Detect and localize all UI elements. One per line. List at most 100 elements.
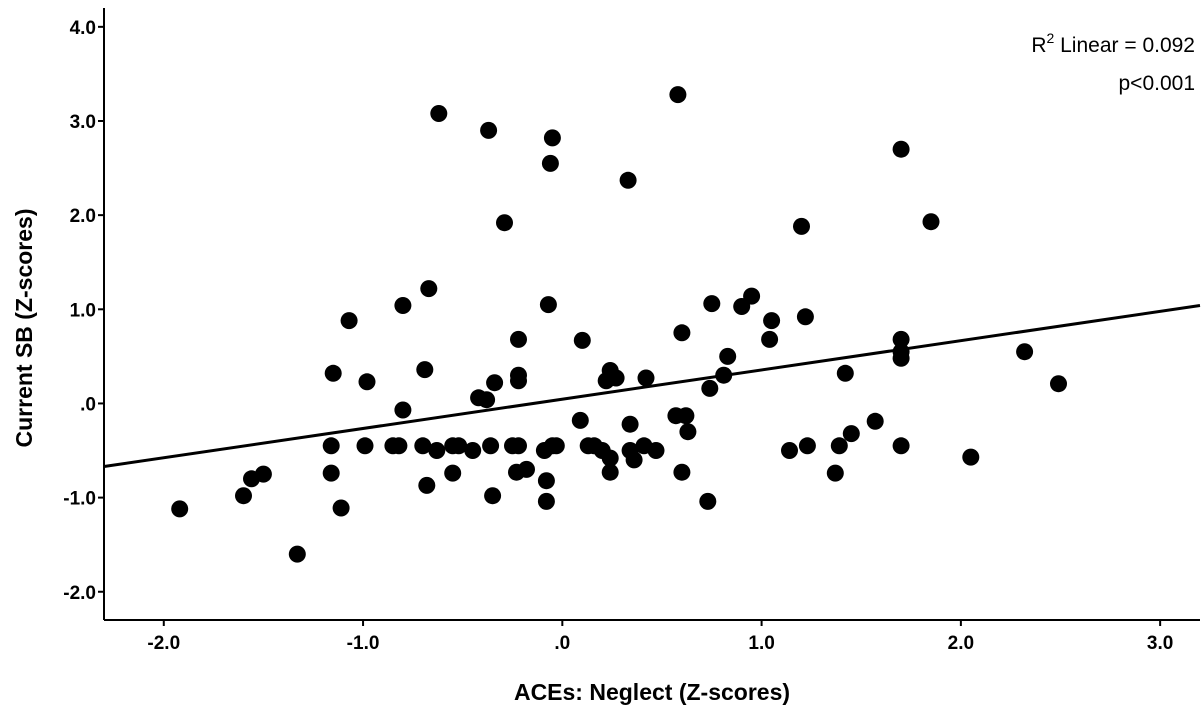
data-point <box>288 545 306 563</box>
data-point <box>390 437 408 455</box>
plot-marks <box>171 86 1067 563</box>
data-point <box>356 437 374 455</box>
data-point <box>394 401 412 419</box>
data-point <box>703 295 721 313</box>
data-point <box>669 86 687 104</box>
data-point <box>416 361 434 379</box>
data-point <box>420 280 438 298</box>
data-point <box>673 463 691 481</box>
y-axis-title: Current SB (Z-scores) <box>11 209 37 448</box>
data-point <box>866 412 884 430</box>
data-point <box>414 437 432 455</box>
data-point <box>482 437 500 455</box>
data-point <box>510 372 527 390</box>
p-value-annotation: p<0.001 <box>1119 72 1196 95</box>
data-point <box>571 411 589 429</box>
data-point <box>922 213 940 231</box>
data-point <box>781 442 798 459</box>
x-tick-label: -1.0 <box>347 633 380 654</box>
data-point <box>478 391 496 409</box>
data-point <box>836 364 854 382</box>
data-point <box>322 437 340 455</box>
data-point <box>541 154 559 172</box>
linear-fit-line <box>103 304 1201 469</box>
data-point <box>601 463 619 481</box>
data-point <box>480 121 498 139</box>
r-squared-annotation: R2 Linear = 0.092 <box>1031 30 1195 57</box>
data-point <box>464 442 482 459</box>
data-point <box>340 312 358 330</box>
y-tick-label: -1.0 <box>63 489 96 510</box>
data-point <box>235 487 252 505</box>
y-tick-label: .0 <box>80 394 96 415</box>
data-point <box>547 437 565 455</box>
data-point <box>763 312 781 330</box>
data-point <box>430 105 448 122</box>
data-point <box>677 407 695 425</box>
data-point <box>428 442 446 459</box>
data-point <box>510 437 527 455</box>
data-point <box>892 437 910 455</box>
data-point <box>637 369 655 387</box>
data-point <box>1016 343 1034 361</box>
data-point <box>450 437 468 455</box>
data-point <box>842 425 860 443</box>
data-point <box>394 297 412 314</box>
data-point <box>962 448 980 466</box>
data-point <box>518 460 535 478</box>
data-point <box>673 324 691 342</box>
x-axis-title: ACEs: Neglect (Z-scores) <box>514 679 790 705</box>
data-point <box>798 437 816 455</box>
data-point <box>733 298 751 315</box>
data-point <box>619 171 637 189</box>
data-point <box>254 465 272 483</box>
data-point <box>510 330 527 348</box>
data-point <box>830 437 848 455</box>
y-axis-ticks: -2.0 -1.0 .0 1.0 2.0 3.0 4.0 <box>63 18 104 604</box>
data-point <box>537 492 555 510</box>
data-point <box>444 464 462 482</box>
data-point <box>484 487 502 505</box>
data-point <box>892 140 910 158</box>
data-point <box>171 500 189 518</box>
data-point <box>625 451 643 469</box>
data-point <box>793 217 810 235</box>
data-point <box>826 464 844 482</box>
data-point <box>486 374 504 392</box>
data-point <box>418 476 436 494</box>
data-point <box>761 330 779 348</box>
x-tick-label: 3.0 <box>1147 633 1173 654</box>
data-point <box>539 296 557 314</box>
data-point <box>621 415 639 433</box>
data-point <box>537 472 555 490</box>
data-point <box>496 214 513 232</box>
y-tick-label: 4.0 <box>70 18 96 39</box>
data-point <box>601 449 619 467</box>
data-point <box>358 373 376 391</box>
data-point <box>892 330 910 348</box>
data-point <box>892 349 910 367</box>
y-tick-label: 1.0 <box>70 300 96 321</box>
data-point <box>607 369 625 387</box>
data-point <box>573 331 591 349</box>
data-point <box>1050 375 1067 393</box>
x-tick-label: 2.0 <box>948 633 974 654</box>
data-point <box>543 129 561 147</box>
data-point <box>647 442 665 459</box>
data-point <box>679 423 697 441</box>
data-point <box>796 308 814 326</box>
x-axis-ticks: -2.0 -1.0 .0 1.0 2.0 3.0 <box>147 620 1173 654</box>
x-tick-label: -2.0 <box>147 633 180 654</box>
x-tick-label: .0 <box>554 633 570 654</box>
x-tick-label: 1.0 <box>748 633 774 654</box>
data-point <box>322 464 340 482</box>
data-point <box>324 364 342 382</box>
y-tick-label: 3.0 <box>70 112 96 133</box>
data-point <box>701 379 719 397</box>
data-point <box>699 492 717 510</box>
y-tick-label: -2.0 <box>63 583 96 604</box>
data-point <box>332 499 350 517</box>
data-point <box>719 347 737 365</box>
y-tick-label: 2.0 <box>70 206 96 227</box>
